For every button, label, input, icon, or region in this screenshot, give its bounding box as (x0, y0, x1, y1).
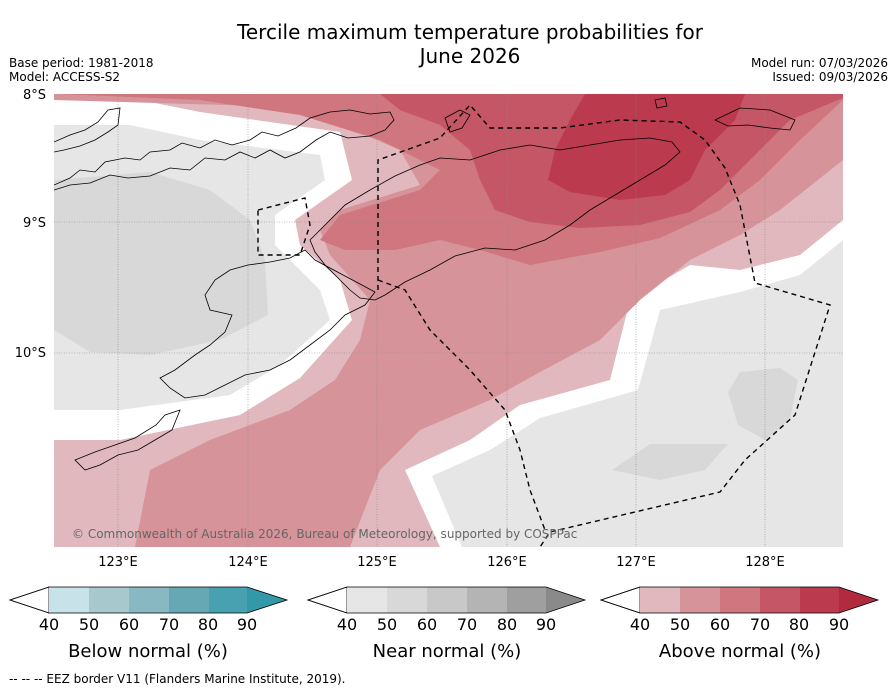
cb-above-tick-80: 80 (789, 615, 809, 634)
lat-label-8s: 8°S (23, 88, 46, 103)
lat-labels: 8°S 9°S 10°S (15, 88, 46, 361)
title-line-1: Tercile maximum temperature probabilitie… (237, 20, 703, 44)
cb-near-tick-80: 80 (497, 615, 517, 634)
cb-below-arrow-right (247, 587, 287, 613)
colorbar-above-normal (599, 586, 880, 614)
cb-near-tick-60: 60 (417, 615, 437, 634)
above-80-region (548, 94, 745, 200)
cb-near-arrow-left (306, 586, 348, 614)
colorbar-near-normal (306, 586, 587, 614)
cb-above-tick-50: 50 (670, 615, 690, 634)
flores-coast (54, 109, 395, 191)
cb-above-arrow-left (599, 586, 641, 614)
near-50-patch-a (728, 368, 798, 440)
cb-above-swatch-5 (800, 587, 839, 613)
sumba-coast (74, 409, 181, 471)
cb-above-swatch-4 (760, 587, 800, 613)
map-title: Tercile maximum temperature probabilitie… (0, 20, 896, 68)
cb-above-arrow-right (839, 587, 878, 613)
near-50-patch-b (612, 444, 728, 480)
lon-label-124e: 124°E (228, 555, 268, 570)
cb-above-swatch-1 (640, 587, 680, 613)
cb-below-arrow-left (8, 586, 50, 614)
cb-below-swatch-3 (129, 587, 169, 613)
lon-label-126e: 126°E (487, 555, 527, 570)
cb-near-tick-70: 70 (457, 615, 477, 634)
cb-near-tick-40: 40 (337, 615, 357, 634)
map-fill-layers (54, 94, 843, 547)
lon-label-125e: 125°E (357, 555, 397, 570)
small-islet (654, 97, 668, 109)
model-name: Model: ACCESS-S2 (9, 70, 121, 84)
cb-below-swatch-5 (209, 587, 247, 613)
west-timor-sw-coast (159, 249, 376, 399)
issued-date: Issued: 09/03/2026 (772, 70, 888, 84)
title-line-2: June 2026 (419, 44, 521, 68)
near-50-region-west (54, 172, 268, 355)
cb-near-tick-90: 90 (536, 615, 556, 634)
east-island-coast (714, 107, 796, 131)
cb-above-tick-60: 60 (710, 615, 730, 634)
cb-near-swatch-1 (347, 587, 387, 613)
eez-border (257, 103, 831, 547)
lon-label-128e: 128°E (745, 555, 785, 570)
cb-near-swatch-3 (427, 587, 467, 613)
timor-coast (309, 137, 681, 301)
colorbar-tick-labels: 40 50 60 70 80 90 40 50 60 70 80 90 40 5… (39, 615, 849, 634)
base-period: Base period: 1981-2018 (9, 56, 154, 70)
cb-below-title: Below normal (%) (68, 641, 228, 662)
near-40-region-east (432, 240, 843, 547)
cb-near-swatch-4 (467, 587, 507, 613)
cb-above-tick-90: 90 (829, 615, 849, 634)
cb-below-swatch-4 (169, 587, 209, 613)
cb-below-tick-90: 90 (237, 615, 257, 634)
cb-below-tick-50: 50 (79, 615, 99, 634)
meta-left: Base period: 1981-2018 Model: ACCESS-S2 (9, 56, 154, 84)
cb-above-swatch-3 (720, 587, 760, 613)
lon-label-123e: 123°E (98, 555, 138, 570)
cb-above-tick-40: 40 (630, 615, 650, 634)
eez-footnote: -- -- -- EEZ border V11 (Flanders Marine… (9, 672, 346, 686)
model-run: Model run: 07/03/2026 (750, 56, 888, 70)
colorbar-titles: Below normal (%) Near normal (%) Above n… (68, 641, 821, 662)
cb-below-swatch-1 (49, 587, 89, 613)
colorbar-below-normal (8, 586, 289, 614)
cb-near-title: Near normal (%) (373, 641, 522, 662)
lon-label-127e: 127°E (616, 555, 656, 570)
meta-right: Model run: 07/03/2026 Issued: 09/03/2026 (751, 56, 888, 84)
lon-labels: 123°E 124°E 125°E 126°E 127°E 128°E (98, 555, 785, 570)
cb-near-swatch-2 (387, 587, 427, 613)
cb-below-tick-40: 40 (39, 615, 59, 634)
cb-above-title: Above normal (%) (659, 641, 821, 662)
cb-above-tick-70: 70 (750, 615, 770, 634)
gridlines (54, 94, 843, 547)
lat-label-10s: 10°S (15, 346, 46, 361)
cb-near-tick-50: 50 (377, 615, 397, 634)
coastlines (54, 97, 796, 471)
cb-below-swatch-2 (89, 587, 129, 613)
lat-label-9s: 9°S (23, 216, 46, 231)
cb-near-swatch-5 (507, 587, 546, 613)
wetar-islet (444, 109, 471, 133)
cb-below-tick-80: 80 (198, 615, 218, 634)
cb-near-arrow-right (546, 587, 585, 613)
cb-below-tick-70: 70 (159, 615, 179, 634)
copyright-text: © Commonwealth of Australia 2026, Bureau… (72, 527, 577, 541)
flores-west-coast (54, 107, 121, 153)
cb-above-swatch-2 (680, 587, 720, 613)
cb-below-tick-60: 60 (119, 615, 139, 634)
